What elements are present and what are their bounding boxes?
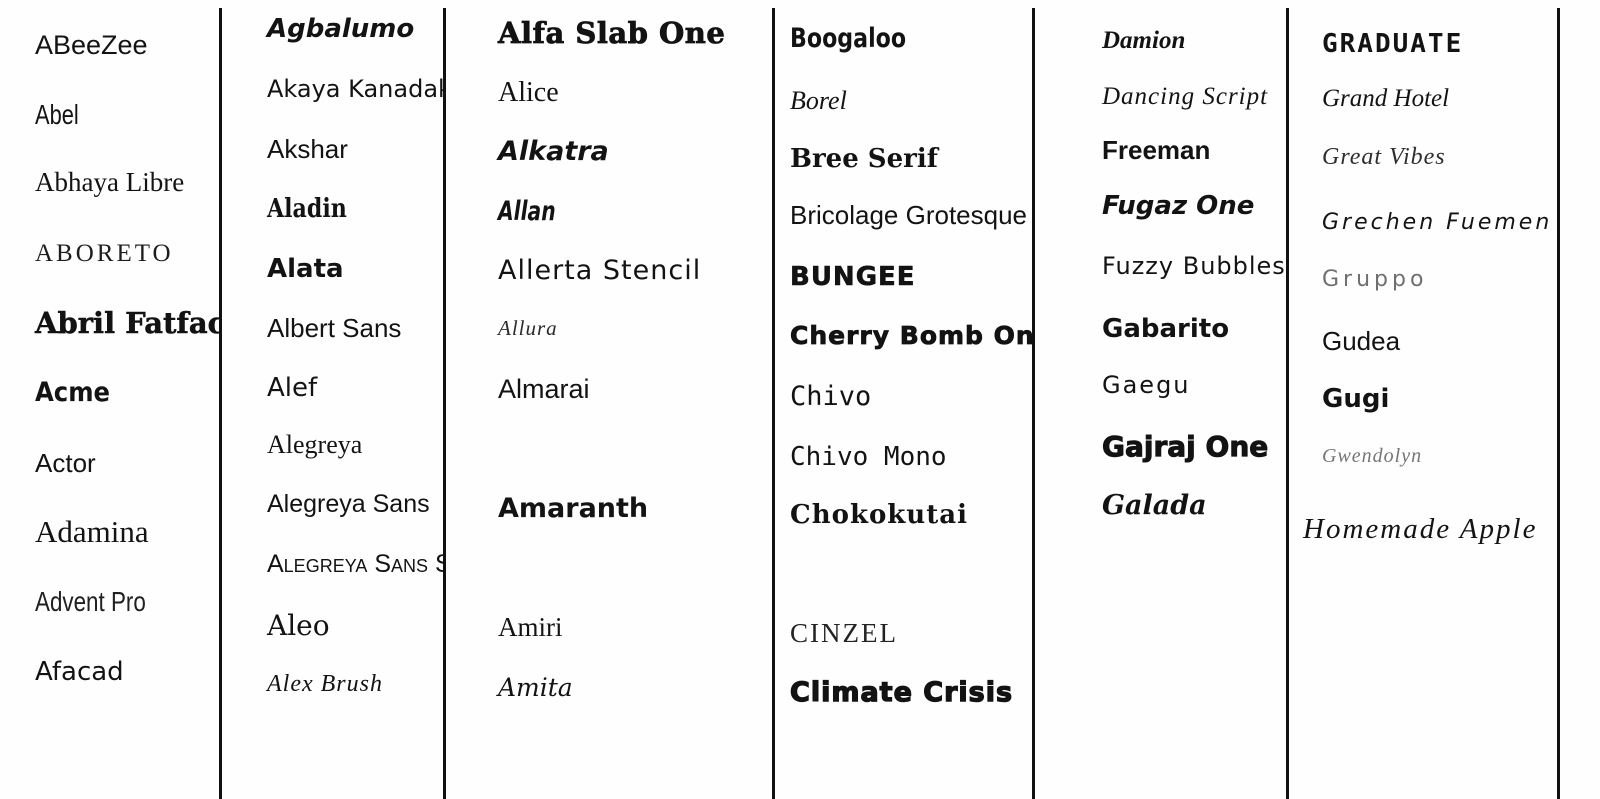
font-item-grechen: Grechen Fuemen: [1322, 210, 1553, 235]
font-item-abril: Abril Fatface: [35, 306, 219, 341]
column-divider: [1286, 8, 1289, 799]
font-item-gajraj: Gajraj One: [1101, 430, 1269, 464]
font-item-amiri: Amiri: [498, 612, 563, 642]
font-item-almarai: Almarai: [498, 374, 590, 404]
font-item-bricolage: Bricolage Grotesque: [790, 200, 1028, 230]
column-divider: [219, 8, 222, 799]
font-column: ABeeZee Abel Abhaya Libre ABORETO Abril Fatf…: [0, 0, 219, 799]
font-item-alegreya: Alegreya: [267, 430, 363, 459]
font-item-amaranth: Amaranth: [498, 493, 649, 524]
font-column: GRADUATE Grand Hotel Great Vibes Grechen Fu…: [1286, 0, 1557, 799]
font-item-aboreto: ABORETO: [35, 240, 174, 267]
font-item-amita: Amita: [498, 673, 573, 702]
font-item-alegreyasanssc: Alegreya Sans SC: [267, 550, 443, 578]
font-item-allan: Allan: [498, 196, 556, 227]
font-item-graduate: GRADUATE: [1322, 29, 1464, 59]
font-item-homemade: Homemade Apple: [1303, 513, 1538, 545]
column-divider: [443, 8, 446, 799]
font-item-gudea: Gudea: [1322, 326, 1401, 356]
font-item-grandhotel: Grand Hotel: [1322, 85, 1450, 112]
font-item-gabarito: Gabarito: [1102, 314, 1230, 344]
font-item-bree: Bree Serif: [790, 144, 938, 174]
font-item-agbalumo: Agbalumo: [267, 14, 415, 44]
font-item-abel: Abel: [35, 99, 79, 130]
font-item-cherrybomb: Cherry Bomb One: [790, 321, 1032, 351]
font-item-alef: Alef: [267, 373, 318, 403]
font-item-albert: Albert Sans: [267, 313, 402, 343]
column-divider: [772, 8, 775, 799]
font-item-alfaslab: Alfa Slab One: [498, 16, 726, 51]
font-item-gugi: Gugi: [1322, 384, 1390, 414]
font-item-alice: Alice: [498, 77, 559, 108]
font-item-abhaya: Abhaya Libre: [35, 167, 185, 197]
font-column: Damion Dancing Script Freeman Fugaz One Fuzz…: [1032, 0, 1286, 799]
font-item-advent: Advent Pro: [35, 586, 146, 617]
font-column: Agbalumo Akaya Kanadaka Akshar Aladin Alata A…: [219, 0, 443, 799]
font-item-gwendolyn: Gwendolyn: [1322, 445, 1423, 467]
font-item-akshar: Akshar: [267, 134, 348, 164]
font-item-climate: Climate Crisis: [789, 676, 1014, 708]
font-item-fugaz: Fugaz One: [1102, 191, 1255, 221]
column-divider: [1032, 8, 1035, 799]
column-divider: [1557, 8, 1560, 799]
font-item-actor: Actor: [35, 448, 96, 478]
font-item-galada: Galada: [1102, 490, 1207, 521]
font-item-abeezee: ABeeZee: [35, 30, 148, 60]
font-item-aladin: Aladin: [267, 194, 347, 224]
font-item-greatvibes: Great Vibes: [1322, 144, 1446, 170]
font-item-chivomono: Chivo Mono: [790, 442, 947, 472]
font-item-fuzzy: Fuzzy Bubbles: [1102, 252, 1286, 280]
font-item-dancing: Dancing Script: [1102, 83, 1269, 110]
font-item-chivo: Chivo: [790, 381, 872, 412]
font-item-cinzel: CINZEL: [790, 618, 898, 648]
font-item-afacad: Afacad: [35, 657, 124, 687]
font-item-alkatra: Alkatra: [498, 136, 609, 167]
font-item-akaya: Akaya Kanadaka: [267, 75, 443, 103]
font-item-gaegu: Gaegu: [1102, 371, 1191, 399]
font-item-alegreyasans: Alegreya Sans: [267, 490, 430, 518]
font-item-adamina: Adamina: [35, 514, 149, 549]
font-item-borel: Borel: [790, 86, 847, 115]
font-item-alexbrush: Alex Brush: [267, 671, 383, 697]
font-item-freeman: Freeman: [1102, 135, 1211, 165]
font-item-gruppo: Gruppo: [1322, 267, 1428, 292]
font-item-damion: Damion: [1102, 27, 1186, 54]
font-item-allura: Allura: [498, 316, 558, 340]
font-column: Boogaloo Borel Bree Serif Bricolage Grotesq…: [772, 0, 1032, 799]
font-item-bungee: BUNGEE: [790, 262, 916, 293]
font-item-acme: Acme: [35, 377, 111, 408]
font-item-allerta: Allerta Stencil: [498, 255, 702, 286]
font-item-boogaloo: Boogaloo: [790, 23, 907, 54]
font-item-chokokutai: Chokokutai: [790, 500, 968, 530]
font-column: Alfa Slab One Alice Alkatra Allan Allerta St…: [443, 0, 772, 799]
font-item-alata: Alata: [267, 254, 344, 284]
font-item-aleo: Aleo: [267, 609, 330, 642]
